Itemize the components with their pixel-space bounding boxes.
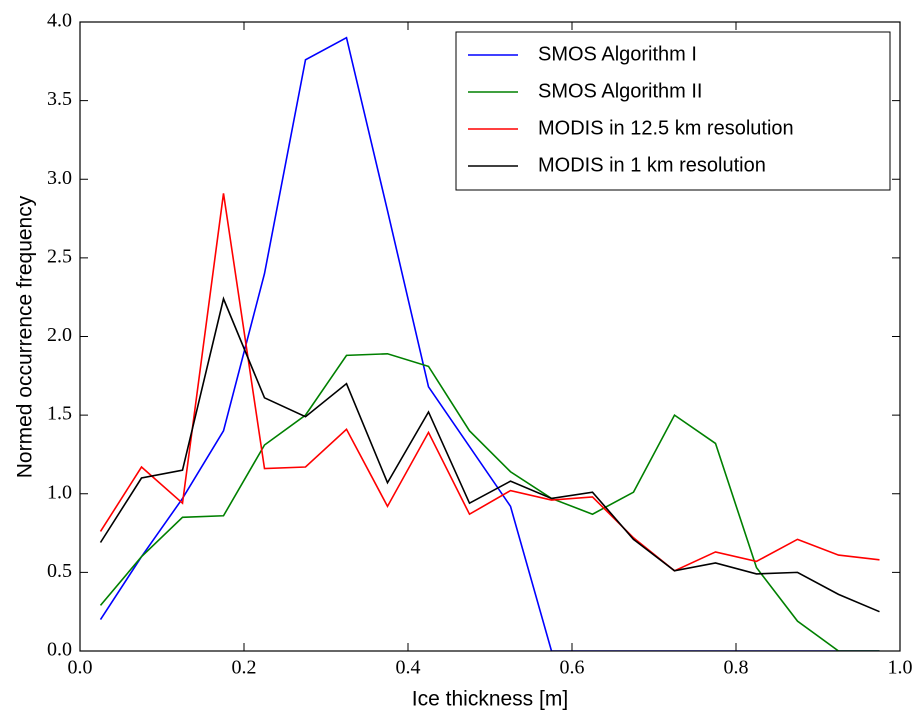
series-line	[99, 296, 880, 613]
y-tick-label: 4.0	[47, 10, 72, 32]
y-tick-label: 2.0	[47, 324, 72, 346]
legend-label: MODIS in 1 km resolution	[538, 154, 766, 176]
x-axis-label: Ice thickness [m]	[412, 688, 568, 711]
legend-box	[455, 31, 891, 191]
series-line	[99, 193, 880, 572]
y-tick-label: 1.5	[47, 403, 72, 425]
x-tick-label: 1.0	[888, 657, 913, 679]
y-tick-label: 1.0	[47, 481, 72, 503]
legend-label: MODIS in 12.5 km resolution	[538, 117, 794, 139]
y-tick-label: 3.5	[47, 88, 72, 110]
legend-label: SMOS Algorithm II	[538, 80, 703, 102]
x-tick-label: 0.8	[724, 657, 749, 679]
series-line	[99, 36, 880, 651]
legend-label: SMOS Algorithm I	[538, 43, 697, 65]
y-axis-label: Normed occurrence frequency	[14, 195, 37, 478]
y-tick-label: 2.5	[47, 245, 72, 267]
x-tick-label: 0.6	[560, 657, 585, 679]
x-tick-label: 0.4	[396, 657, 421, 679]
y-tick-label: 0.0	[47, 639, 72, 661]
series-line	[99, 352, 880, 651]
x-tick-label: 0.0	[68, 657, 93, 679]
y-tick-label: 0.5	[47, 560, 72, 582]
x-tick-label: 0.2	[232, 657, 257, 679]
y-tick-label: 3.0	[47, 167, 72, 189]
